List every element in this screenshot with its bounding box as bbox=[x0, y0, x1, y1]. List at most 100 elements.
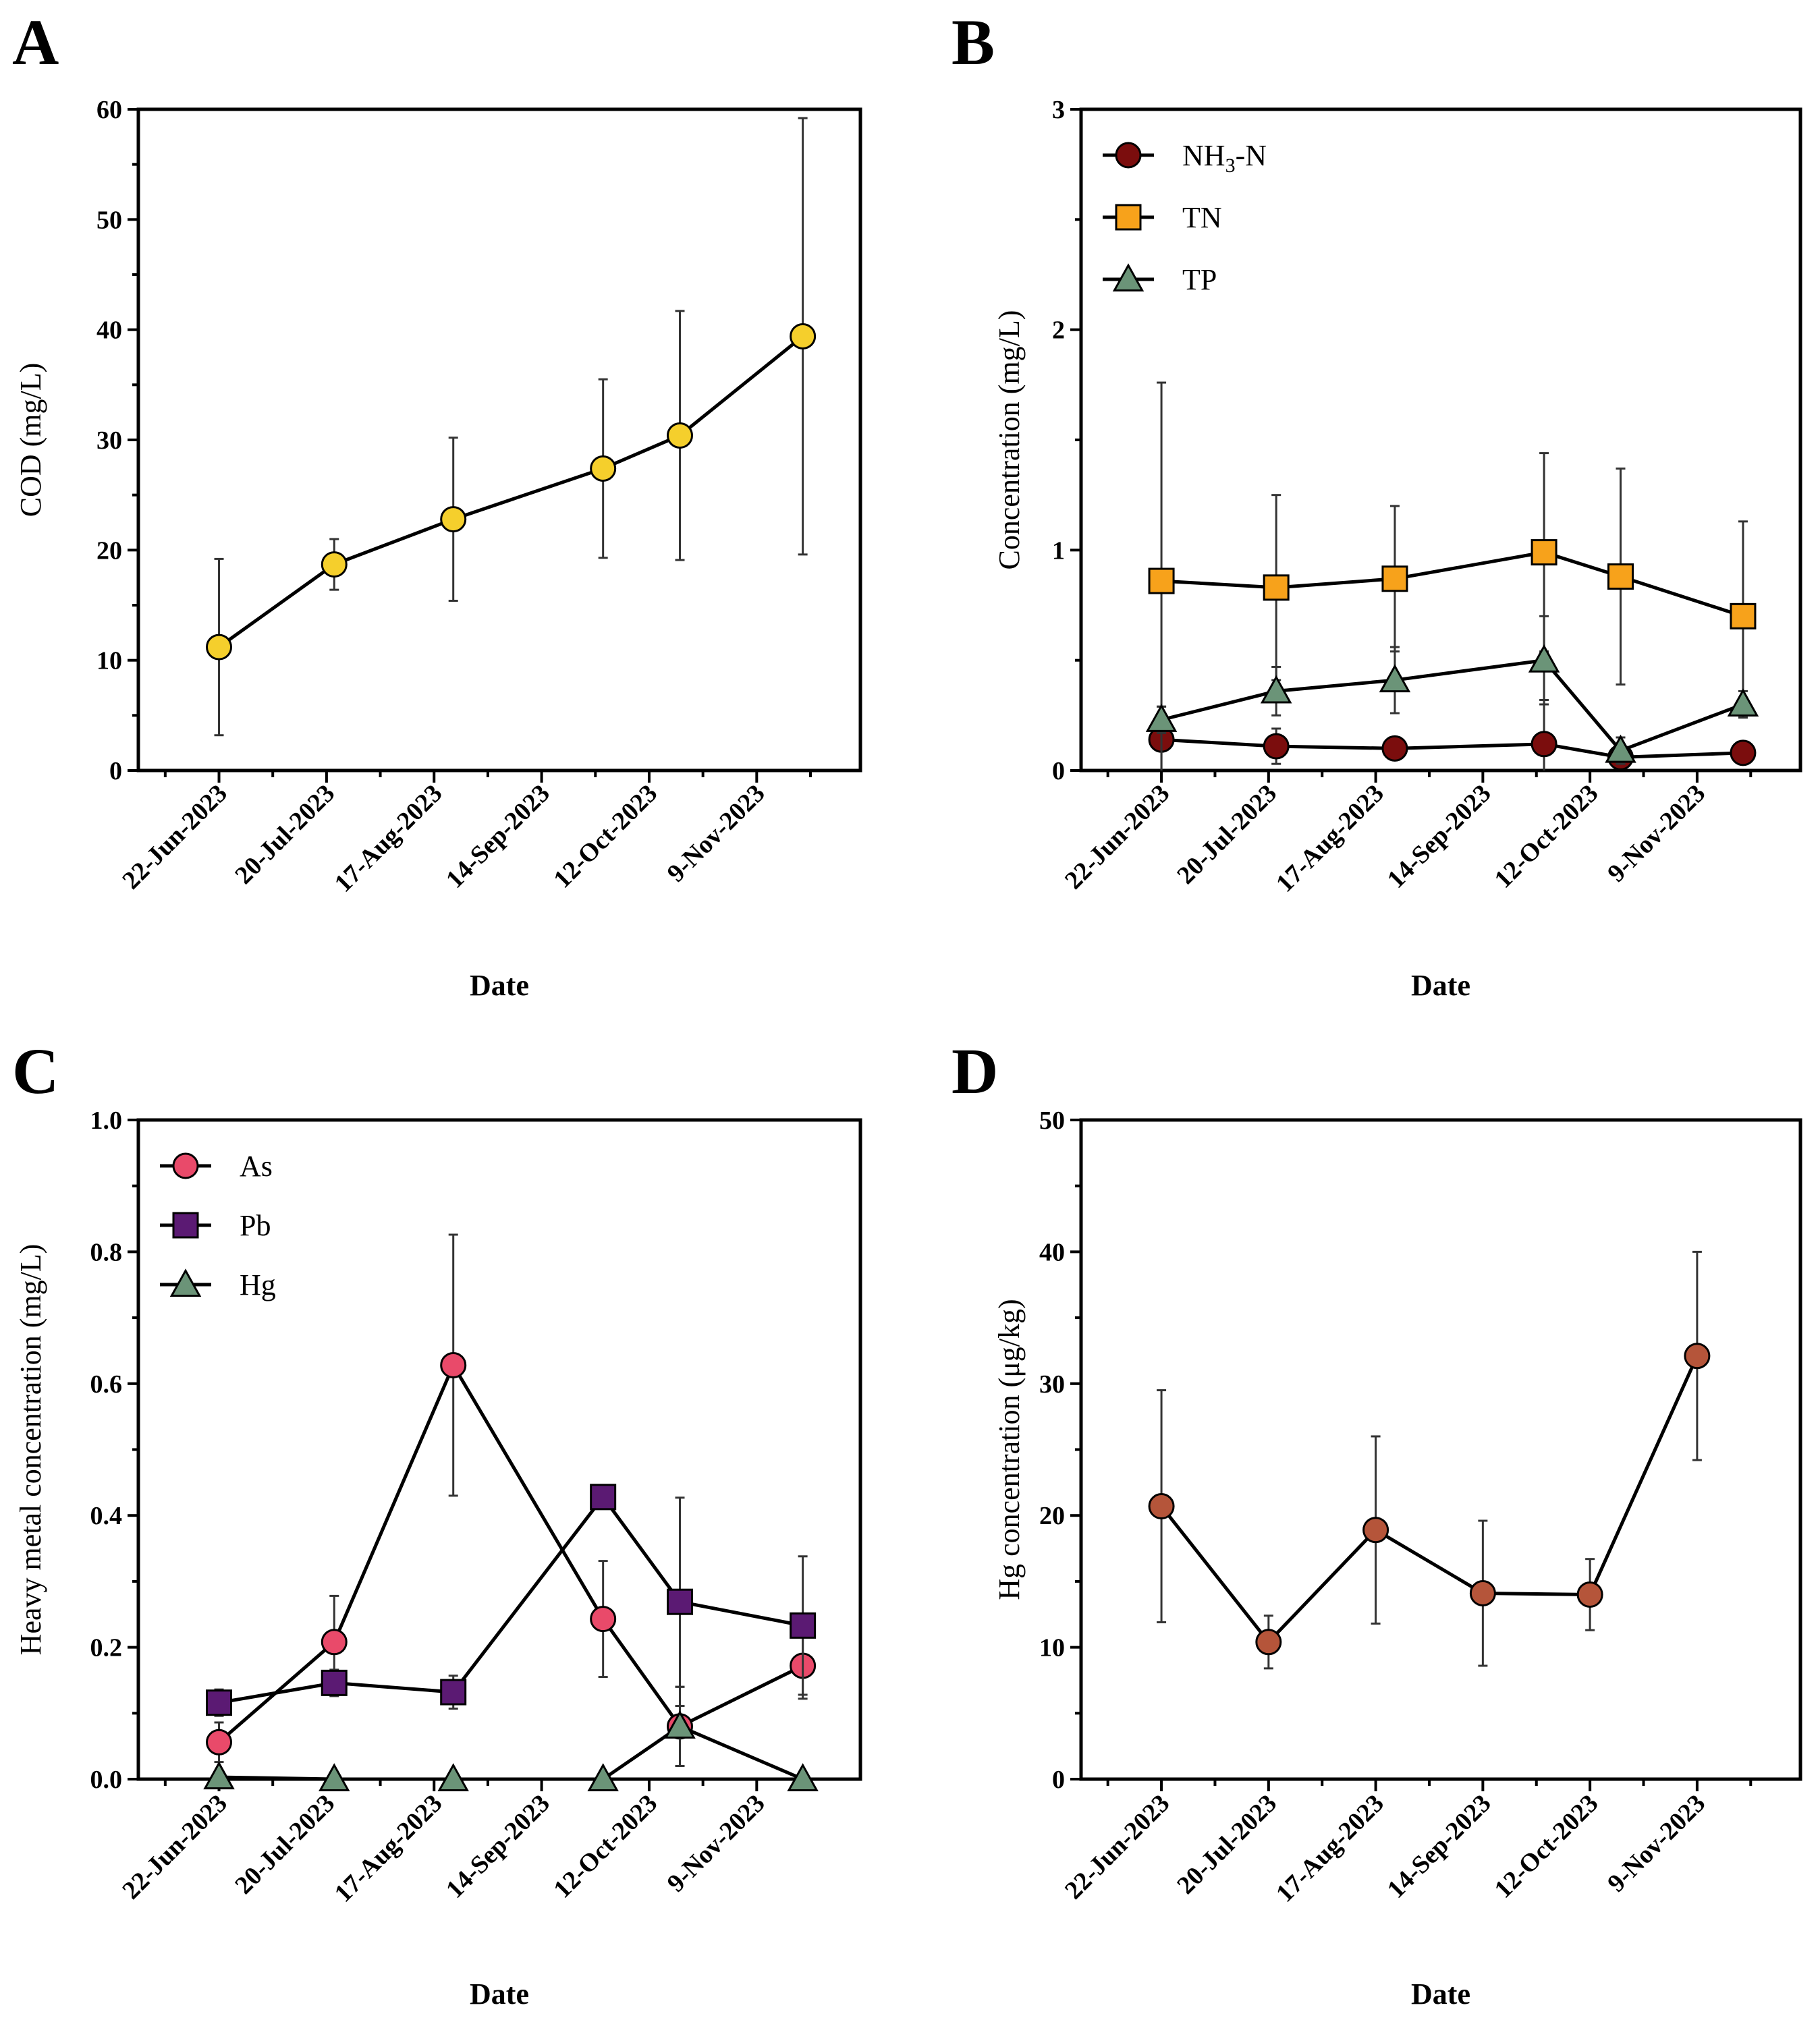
data-point bbox=[319, 1763, 350, 1792]
x-tick-label: 12-Oct-2023 bbox=[548, 1789, 663, 1904]
data-point bbox=[1263, 574, 1290, 601]
x-tick-label: 22-Jun-2023 bbox=[1059, 1789, 1176, 1905]
data-point bbox=[790, 1612, 817, 1639]
y-tick-label: 1.0 bbox=[90, 1106, 123, 1135]
y-tick-label: 20 bbox=[1039, 1502, 1065, 1530]
legend-label: Hg bbox=[240, 1268, 276, 1301]
series-as bbox=[206, 1233, 817, 1767]
y-tick-label: 60 bbox=[96, 96, 122, 124]
legend-label: TN bbox=[1182, 201, 1222, 234]
x-tick-label: 17-Aug-2023 bbox=[1271, 1789, 1389, 1908]
x-axis-title: Date bbox=[470, 969, 529, 1002]
data-point bbox=[787, 1763, 819, 1792]
data-point bbox=[587, 1763, 619, 1792]
x-tick-label: 17-Aug-2023 bbox=[329, 1789, 448, 1908]
data-point bbox=[1730, 739, 1757, 766]
data-point bbox=[1255, 1629, 1282, 1656]
y-axis-title: Heavy metal concentration (mg/L) bbox=[14, 1244, 47, 1656]
legend-label: Pb bbox=[240, 1209, 271, 1242]
data-point bbox=[321, 551, 348, 578]
y-tick-label: 20 bbox=[96, 536, 122, 565]
data-point bbox=[203, 1761, 235, 1790]
data-point bbox=[664, 1710, 696, 1739]
data-point bbox=[1605, 734, 1636, 763]
x-tick-label: 22-Jun-2023 bbox=[117, 1789, 233, 1905]
data-point bbox=[1727, 688, 1759, 717]
series-line bbox=[218, 335, 804, 649]
series-hg bbox=[1148, 1250, 1711, 1670]
data-point bbox=[667, 1588, 693, 1615]
series-tn bbox=[1148, 381, 1757, 770]
legend-marker bbox=[169, 1268, 202, 1297]
y-tick-label: 3 bbox=[1052, 96, 1065, 124]
data-point bbox=[1469, 1579, 1496, 1606]
data-point bbox=[440, 1351, 467, 1378]
data-point bbox=[206, 1689, 233, 1716]
data-point bbox=[667, 422, 693, 449]
y-tick-label: 2 bbox=[1052, 316, 1065, 345]
y-tick-label: 10 bbox=[96, 647, 122, 675]
data-point bbox=[1148, 1493, 1175, 1520]
x-tick-label: 17-Aug-2023 bbox=[329, 779, 448, 898]
series-pb bbox=[206, 1484, 817, 1717]
series-line bbox=[1160, 1355, 1699, 1645]
y-axis-title: COD (mg/L) bbox=[14, 363, 47, 517]
y-tick-label: 0.6 bbox=[90, 1370, 123, 1399]
series-line bbox=[219, 1494, 804, 1705]
legend-label: As bbox=[240, 1150, 273, 1183]
data-point bbox=[440, 1679, 467, 1706]
y-tick-label: 30 bbox=[96, 426, 122, 455]
y-tick-label: 0.2 bbox=[90, 1634, 123, 1662]
data-point bbox=[1607, 563, 1634, 590]
x-tick-label: 22-Jun-2023 bbox=[1059, 779, 1176, 895]
y-tick-label: 40 bbox=[1039, 1238, 1065, 1266]
data-point bbox=[1362, 1517, 1389, 1544]
x-tick-label: 14-Sep-2023 bbox=[1382, 1789, 1497, 1904]
legend-marker bbox=[172, 1152, 199, 1179]
x-tick-label: 14-Sep-2023 bbox=[441, 779, 555, 894]
data-point bbox=[1381, 565, 1408, 592]
data-point bbox=[1260, 675, 1292, 704]
y-tick-label: 50 bbox=[1039, 1106, 1065, 1135]
data-point bbox=[590, 1484, 617, 1511]
data-point bbox=[790, 322, 817, 349]
x-tick-label: 9-Nov-2023 bbox=[662, 1789, 771, 1898]
data-point bbox=[1148, 567, 1175, 594]
x-tick-label: 12-Oct-2023 bbox=[1489, 1789, 1604, 1904]
x-tick-label: 17-Aug-2023 bbox=[1271, 779, 1389, 898]
x-tick-label: 20-Jul-2023 bbox=[229, 779, 340, 890]
series-tp bbox=[1145, 615, 1759, 765]
x-axis-title: Date bbox=[470, 1977, 529, 2011]
series-line bbox=[219, 1724, 804, 1781]
series-line bbox=[1161, 737, 1744, 759]
data-point bbox=[590, 455, 617, 482]
x-tick-label: 22-Jun-2023 bbox=[117, 779, 233, 895]
data-point bbox=[1528, 644, 1560, 673]
panel-letter: A bbox=[12, 6, 59, 78]
y-tick-label: 30 bbox=[1039, 1370, 1065, 1399]
x-tick-label: 12-Oct-2023 bbox=[548, 779, 663, 894]
legend-marker bbox=[1115, 204, 1142, 231]
series-cod bbox=[206, 117, 817, 737]
data-point bbox=[1531, 539, 1557, 566]
y-axis-title: Hg concentration (μg/kg) bbox=[993, 1299, 1026, 1600]
panel-b: B 0 1 2 3 22-Jun-202320-Jul-202317-Aug-202314… bbox=[952, 6, 1802, 1002]
data-point bbox=[206, 1729, 233, 1756]
y-tick-label: 0 bbox=[109, 757, 122, 785]
y-tick-label: 0 bbox=[1052, 1766, 1065, 1794]
plot-frame bbox=[1079, 1118, 1802, 1781]
y-tick-label: 1 bbox=[1052, 536, 1065, 565]
legend-marker bbox=[172, 1212, 199, 1239]
data-point bbox=[1531, 731, 1557, 758]
x-tick-label: 9-Nov-2023 bbox=[1602, 779, 1711, 888]
data-point bbox=[1145, 704, 1178, 732]
panel-letter: C bbox=[12, 1035, 59, 1107]
x-tick-label: 14-Sep-2023 bbox=[441, 1789, 555, 1904]
data-point bbox=[437, 1763, 469, 1792]
data-point bbox=[1263, 733, 1290, 760]
x-tick-label: 14-Sep-2023 bbox=[1382, 779, 1497, 894]
data-point bbox=[1730, 602, 1757, 629]
x-tick-label: 12-Oct-2023 bbox=[1489, 779, 1604, 894]
y-tick-label: 0.0 bbox=[90, 1766, 123, 1794]
